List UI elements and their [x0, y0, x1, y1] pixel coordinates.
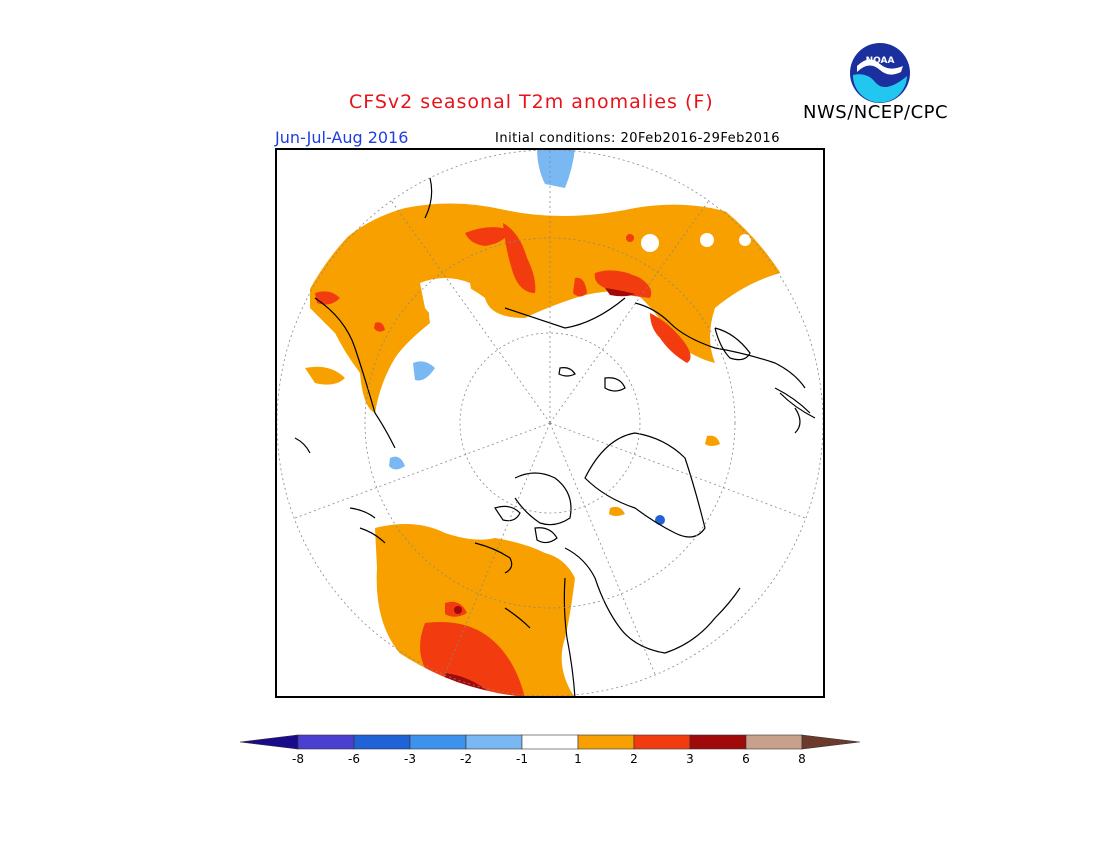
colorbar-tick-label: 2 — [630, 752, 638, 766]
agency-label: NWS/NCEP/CPC — [803, 102, 949, 123]
svg-text:NOAA: NOAA — [866, 56, 895, 66]
colorbar-bin — [689, 734, 747, 750]
colorbar-bin — [297, 734, 355, 750]
colorbar-tick-label: 1 — [574, 752, 582, 766]
polar-map — [275, 148, 825, 698]
colorbar-bin — [465, 734, 523, 750]
coastline-europe — [714, 327, 811, 434]
season-label: Jun-Jul-Aug 2016 — [275, 128, 409, 147]
coastline-greenland — [584, 432, 706, 538]
colorbar-tick-label: -8 — [292, 752, 304, 766]
colorbar-tick-label: -3 — [404, 752, 416, 766]
colorbar-bin — [745, 734, 803, 750]
anomaly-region-siberia-red — [503, 223, 536, 293]
colorbar-bin — [409, 734, 467, 750]
colorbar-arrow-high — [801, 734, 860, 750]
colorbar-tick-label: 8 — [798, 752, 806, 766]
colorbar — [240, 734, 860, 750]
colorbar-tick-label: -1 — [516, 752, 528, 766]
colorbar-bin — [633, 734, 691, 750]
colorbar-bin — [577, 734, 635, 750]
colorbar-arrow-low — [240, 734, 299, 750]
coastline-arctic-archipelago — [494, 472, 572, 544]
chart-title: CFSv2 seasonal T2m anomalies (F) — [349, 91, 714, 113]
noaa-logo: NOAA — [850, 43, 910, 103]
colorbar-tick-label: 6 — [742, 752, 750, 766]
coastline-eurasia — [314, 177, 816, 449]
anomaly-region-eurasia-orange — [310, 203, 780, 413]
anomaly-region-europe-red — [650, 313, 691, 363]
coastline-northamerica — [563, 547, 741, 698]
colorbar-tick-label: -6 — [348, 752, 360, 766]
colorbar-tick-label: 3 — [686, 752, 694, 766]
colorbar-bin — [353, 734, 411, 750]
initial-conditions-label: Initial conditions: 20Feb2016-29Feb2016 — [495, 131, 780, 146]
colorbar-tick-label: -2 — [460, 752, 472, 766]
anomaly-region-arctic-blue — [537, 148, 575, 188]
colorbar-bin — [521, 734, 579, 750]
